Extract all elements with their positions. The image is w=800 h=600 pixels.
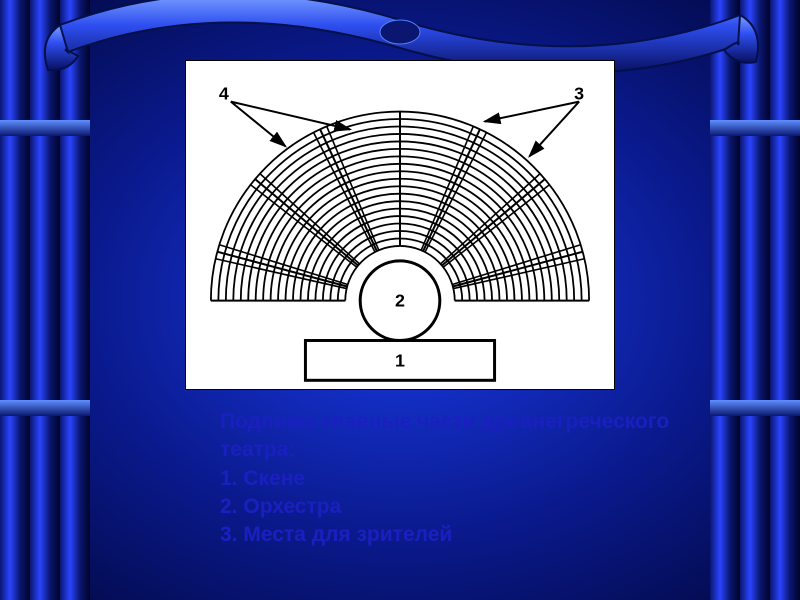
legend-row: 1. Скене (220, 465, 680, 493)
legend-num: 2. (220, 495, 238, 518)
legend-label: Скене (243, 467, 305, 490)
curtain-left (0, 0, 90, 600)
svg-text:2: 2 (395, 291, 405, 311)
legend-label: Орхестра (243, 495, 341, 518)
legend-label: Места для зрителей (243, 523, 452, 546)
svg-text:3: 3 (574, 84, 584, 104)
theatre-diagram: 2 1 3 4 (186, 71, 614, 391)
diagram-card: 2 1 3 4 (185, 60, 615, 390)
legend-num: 3. (220, 523, 238, 546)
legend-num: 1. (220, 467, 238, 490)
curtain-right (710, 0, 800, 600)
caption-prompt: Подпиши главные части древнегреческого т… (220, 408, 680, 465)
svg-text:4: 4 (219, 84, 229, 104)
legend-row: 3. Места для зрителей (220, 521, 680, 549)
caption-block: Подпиши главные части древнегреческого т… (220, 408, 680, 550)
legend-row: 2. Орхестра (220, 493, 680, 521)
svg-text:1: 1 (395, 350, 405, 370)
